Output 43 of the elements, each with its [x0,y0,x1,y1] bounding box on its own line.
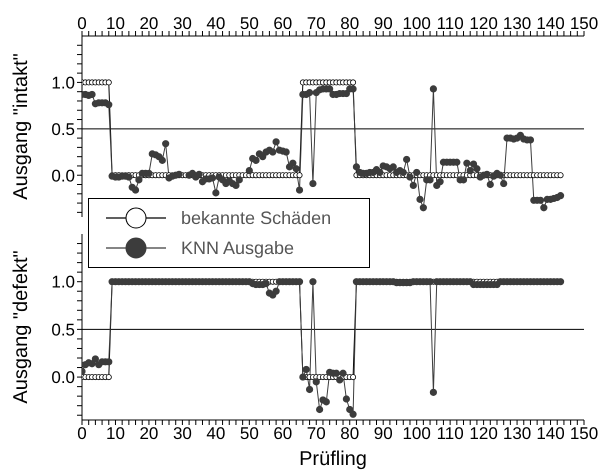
x-tick-label: 30 [172,424,192,444]
x-tick-label: 0 [77,14,87,33]
x-tick-label: 20 [139,424,158,444]
x-tick-label: 100 [402,14,431,33]
x-tick-label: 150 [570,424,598,444]
x-tick-label: 80 [340,424,360,444]
x-tick-label: 120 [469,424,498,444]
y-tick-label: 0.5 [51,120,75,139]
x-tick-label: 10 [106,424,125,444]
x-tick-label: 40 [206,424,226,444]
x-tick-label: 70 [306,424,326,444]
x-tick-label: 50 [240,14,259,33]
y-axis-title: Ausgang "intakt" [10,53,32,200]
y-tick-label: 0.0 [51,166,75,186]
x-tick-label: 90 [374,424,393,444]
x-tick-label: 140 [536,14,565,33]
x-tick-label: 110 [436,14,464,33]
x-axis-title: Prüfling [299,448,367,470]
y-axis-title: Ausgang "defekt" [10,250,32,404]
x-tick-label: 0 [77,424,87,444]
x-tick-label: 140 [536,424,565,444]
x-tick-label: 150 [570,14,598,33]
y-tick-label: 0.0 [51,368,75,388]
x-tick-label: 100 [402,424,431,444]
x-tick-label: 130 [502,424,532,444]
y-tick-label: 1.0 [51,272,75,292]
y-tick-label: 1.0 [51,73,75,92]
x-tick-label: 70 [306,14,326,33]
x-tick-label: 110 [436,424,464,444]
legend-label: bekannte Schäden [181,208,332,228]
x-tick-label: 20 [139,14,158,33]
x-tick-label: 60 [273,14,292,33]
x-tick-label: 90 [374,14,393,33]
legend-label: KNN Ausgabe [181,238,294,258]
x-tick-label: 80 [340,14,360,33]
x-tick-label: 10 [106,14,125,33]
x-tick-label: 120 [469,14,498,33]
x-tick-label: 50 [240,424,259,444]
x-tick-label: 60 [273,424,292,444]
x-tick-label: 30 [172,14,192,33]
y-tick-label: 0.5 [51,320,75,340]
x-tick-label: 130 [502,14,532,33]
x-tick-label: 40 [206,14,226,33]
